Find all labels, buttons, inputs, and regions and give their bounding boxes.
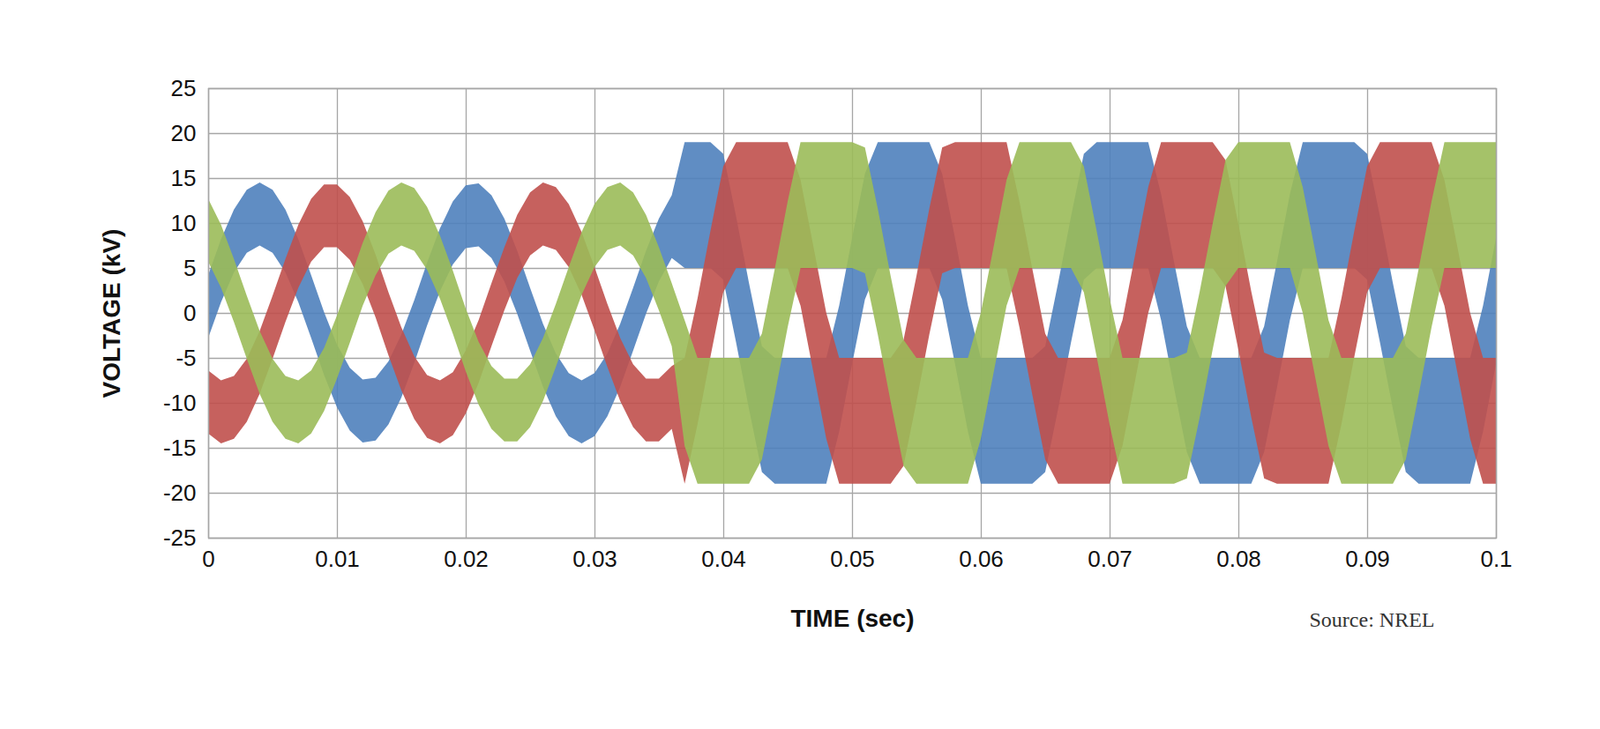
svg-text:0.03: 0.03: [572, 545, 618, 573]
svg-text:0.06: 0.06: [958, 545, 1004, 573]
svg-text:15: 15: [171, 164, 197, 192]
svg-text:-15: -15: [163, 434, 197, 462]
svg-text:0: 0: [183, 299, 196, 327]
svg-text:Source: NREL: Source: NREL: [1309, 608, 1436, 632]
svg-text:0.05: 0.05: [829, 545, 875, 573]
svg-text:10: 10: [171, 209, 197, 237]
svg-text:20: 20: [171, 119, 197, 147]
svg-text:TIME (sec): TIME (sec): [790, 605, 914, 633]
svg-text:-20: -20: [163, 479, 197, 507]
svg-text:0.01: 0.01: [314, 545, 360, 573]
svg-text:0.04: 0.04: [701, 545, 747, 573]
svg-text:25: 25: [171, 74, 197, 102]
svg-text:0.08: 0.08: [1216, 545, 1262, 573]
svg-text:0.1: 0.1: [1480, 545, 1512, 573]
svg-text:0: 0: [201, 545, 215, 573]
svg-text:0.07: 0.07: [1087, 545, 1133, 573]
svg-text:-5: -5: [175, 344, 196, 372]
svg-text:-10: -10: [163, 389, 197, 417]
svg-text:VOLTAGE (kV): VOLTAGE (kV): [97, 229, 126, 399]
svg-text:5: 5: [183, 254, 196, 282]
svg-text:0.09: 0.09: [1345, 545, 1391, 573]
svg-text:0.02: 0.02: [443, 545, 489, 573]
svg-text:-25: -25: [163, 524, 197, 552]
